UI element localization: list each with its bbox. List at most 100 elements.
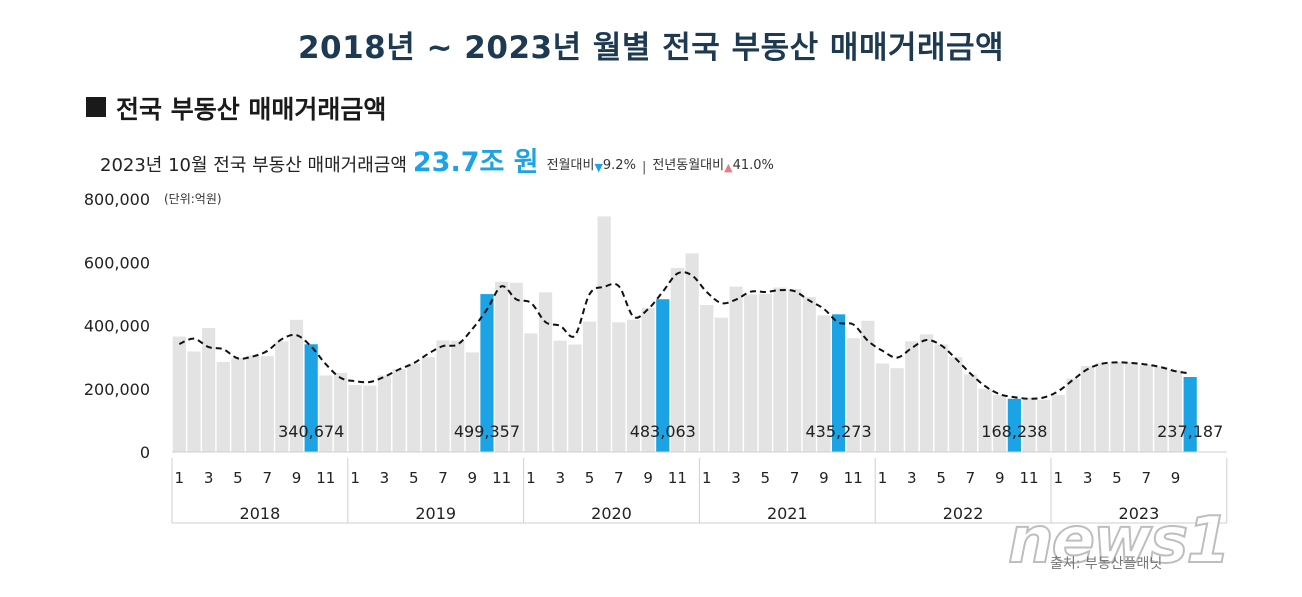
bar bbox=[1168, 370, 1183, 452]
month-tick-label: 9 bbox=[995, 469, 1005, 487]
month-tick-label: 9 bbox=[292, 469, 302, 487]
bar bbox=[788, 289, 802, 452]
highlight-bar bbox=[304, 344, 318, 452]
data-label: 340,674 bbox=[278, 422, 344, 441]
month-tick-label: 3 bbox=[1083, 469, 1093, 487]
month-tick-label: 1 bbox=[702, 469, 712, 487]
year-label: 2023 bbox=[1119, 504, 1160, 523]
month-tick-label: 5 bbox=[761, 469, 771, 487]
bar bbox=[641, 308, 655, 452]
month-tick-label: 1 bbox=[526, 469, 536, 487]
bar bbox=[802, 297, 816, 452]
month-tick-label: 7 bbox=[262, 469, 272, 487]
month-tick-label: 9 bbox=[643, 469, 653, 487]
bar bbox=[436, 340, 450, 452]
bar bbox=[319, 375, 333, 452]
bar bbox=[451, 340, 465, 452]
month-tick-label: 7 bbox=[438, 469, 448, 487]
month-tick-label: 5 bbox=[1112, 469, 1122, 487]
bar bbox=[817, 315, 831, 452]
bar bbox=[700, 304, 714, 452]
bar bbox=[1066, 378, 1080, 452]
square-icon bbox=[86, 97, 106, 117]
month-tick-label: 3 bbox=[907, 469, 917, 487]
month-tick-label: 1 bbox=[1054, 469, 1064, 487]
bar bbox=[1081, 365, 1095, 452]
month-tick-label: 7 bbox=[614, 469, 624, 487]
highlight-bar bbox=[831, 314, 846, 452]
data-label: 435,273 bbox=[805, 422, 871, 441]
bar bbox=[963, 374, 978, 452]
y-tick-label: 0 bbox=[140, 443, 150, 462]
month-tick-label: 5 bbox=[936, 469, 946, 487]
month-tick-label: 3 bbox=[380, 469, 390, 487]
bars bbox=[172, 216, 1197, 452]
headline: 2023년 10월 전국 부동산 매매거래금액 23.7조 원 전월대비▼9.2% |… bbox=[100, 140, 774, 178]
chart-title: 2018년 ~ 2023년 월별 전국 부동산 매매거래금액 bbox=[297, 30, 1005, 66]
bar bbox=[1037, 399, 1051, 452]
bar bbox=[1124, 362, 1139, 452]
month-tick-label: 11 bbox=[1019, 469, 1038, 487]
bar bbox=[363, 385, 377, 452]
month-tick-label: 7 bbox=[790, 469, 800, 487]
bar bbox=[685, 253, 699, 452]
bar bbox=[1051, 395, 1065, 452]
year-label: 2021 bbox=[767, 504, 808, 523]
bar bbox=[509, 282, 523, 452]
bar bbox=[524, 333, 538, 452]
section-title-text: 전국 부동산 매매거래금액 bbox=[116, 95, 387, 124]
bar bbox=[260, 356, 274, 452]
month-tick-label: 9 bbox=[1171, 469, 1181, 487]
month-tick-label: 5 bbox=[409, 469, 419, 487]
data-label: 168,238 bbox=[981, 422, 1047, 441]
y-tick-label: 400,000 bbox=[84, 317, 150, 336]
month-tick-label: 3 bbox=[731, 469, 741, 487]
bar bbox=[407, 363, 421, 452]
year-label: 2019 bbox=[415, 504, 456, 523]
month-tick-label: 7 bbox=[1141, 469, 1151, 487]
bar bbox=[275, 341, 289, 452]
bar bbox=[1110, 362, 1124, 452]
bar bbox=[538, 292, 553, 452]
y-tick-label: 200,000 bbox=[84, 380, 150, 399]
bar bbox=[949, 357, 963, 452]
month-tick-label: 9 bbox=[819, 469, 829, 487]
highlight-bar bbox=[656, 299, 670, 452]
headline-lead: 2023년 10월 전국 부동산 매매거래금액 bbox=[100, 155, 407, 176]
news1-logo: news1 bbox=[1007, 503, 1232, 579]
bar bbox=[245, 355, 260, 452]
down-triangle-icon: ▼ bbox=[594, 161, 603, 174]
data-label: 499,357 bbox=[454, 422, 520, 441]
month-tick-label: 11 bbox=[844, 469, 863, 487]
highlight-bar bbox=[480, 294, 494, 452]
bar bbox=[1154, 366, 1168, 452]
mom-value: 9.2% bbox=[602, 158, 636, 173]
mom-label: 전월대비 bbox=[546, 158, 595, 173]
month-tick-label: 1 bbox=[175, 469, 185, 487]
section-title: 전국 부동산 매매거래금액 bbox=[86, 90, 386, 126]
bar bbox=[626, 319, 641, 452]
bar bbox=[670, 267, 685, 452]
bar bbox=[846, 338, 860, 452]
month-tick-label: 1 bbox=[350, 469, 360, 487]
up-triangle-icon: ▲ bbox=[724, 161, 733, 174]
bar bbox=[172, 336, 186, 452]
bar bbox=[187, 351, 201, 452]
bar bbox=[758, 293, 772, 452]
source-note: 출처: 부동산플래닛 bbox=[1050, 556, 1163, 572]
bar bbox=[348, 384, 362, 452]
bar bbox=[289, 319, 304, 452]
month-tick-label: 11 bbox=[668, 469, 687, 487]
bar bbox=[377, 375, 392, 452]
bar bbox=[919, 334, 934, 452]
bar bbox=[333, 372, 348, 452]
month-tick-label: 1 bbox=[878, 469, 888, 487]
y-tick-label: 800,000 bbox=[84, 190, 150, 209]
unit-label: (단위:억원) bbox=[164, 192, 222, 206]
bar bbox=[934, 344, 948, 452]
month-tick-label: 7 bbox=[966, 469, 976, 487]
bar bbox=[1022, 397, 1036, 452]
headline-amount: 23.7조 원 bbox=[412, 147, 539, 178]
separator: | bbox=[641, 160, 647, 175]
bar bbox=[875, 363, 890, 452]
